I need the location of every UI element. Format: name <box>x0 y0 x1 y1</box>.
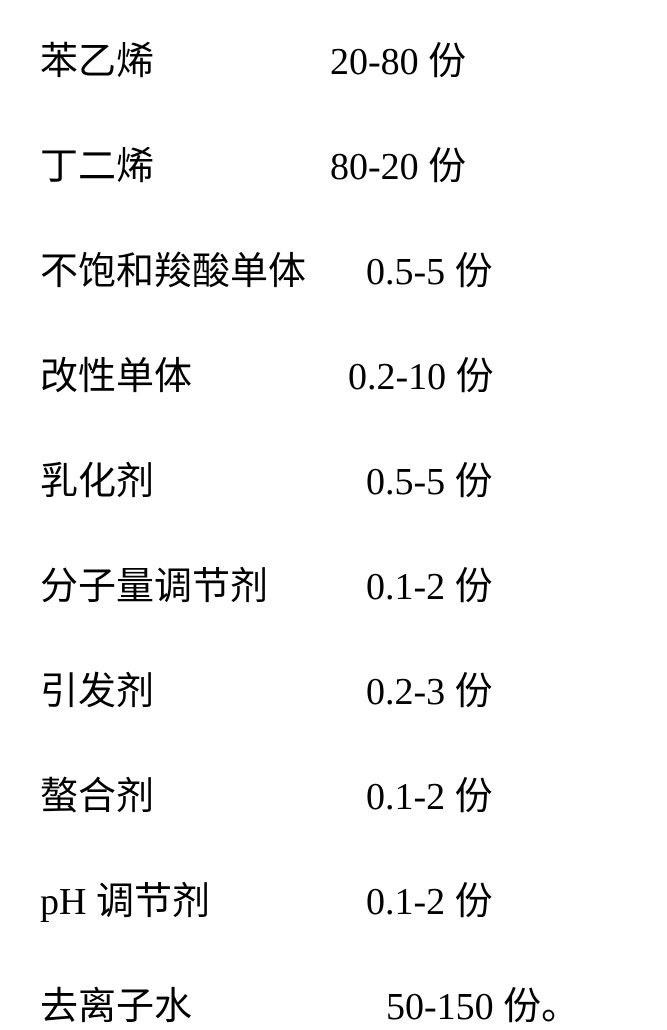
composition-row: 螯合剂 0.1-2 份 <box>40 765 627 820</box>
ingredient-name: 丁二烯 <box>40 135 330 190</box>
composition-row: 不饱和羧酸单体 0.5-5 份 <box>40 240 627 295</box>
ingredient-amount: 0.1-2 份 <box>330 765 493 820</box>
ingredient-amount: 0.5-5 份 <box>330 450 493 505</box>
composition-row: 分子量调节剂 0.1-2 份 <box>40 555 627 610</box>
ingredient-name: 苯乙烯 <box>40 30 330 85</box>
ingredient-amount: 80-20 份 <box>330 135 466 190</box>
composition-row: pH 调节剂 0.1-2 份 <box>40 870 627 925</box>
ingredient-amount: 20-80 份 <box>330 30 466 85</box>
ingredient-name: 乳化剂 <box>40 450 330 505</box>
composition-row: 改性单体 0.2-10 份 <box>40 345 627 400</box>
ingredient-amount: 50-150 份。 <box>330 975 579 1030</box>
composition-list: 苯乙烯 20-80 份 丁二烯 80-20 份 不饱和羧酸单体 0.5-5 份 … <box>40 30 627 1030</box>
ingredient-name: 改性单体 <box>40 345 330 400</box>
ingredient-name: 引发剂 <box>40 660 330 715</box>
composition-row: 乳化剂 0.5-5 份 <box>40 450 627 505</box>
ingredient-amount: 0.2-3 份 <box>330 660 493 715</box>
ingredient-name: 螯合剂 <box>40 765 330 820</box>
composition-row: 引发剂 0.2-3 份 <box>40 660 627 715</box>
ingredient-name: pH 调节剂 <box>40 870 330 925</box>
ingredient-name: 不饱和羧酸单体 <box>40 240 330 295</box>
ingredient-amount: 0.1-2 份 <box>330 555 493 610</box>
ingredient-amount: 0.5-5 份 <box>330 240 493 295</box>
ingredient-amount: 0.1-2 份 <box>330 870 493 925</box>
ingredient-name: 分子量调节剂 <box>40 555 330 610</box>
ingredient-amount: 0.2-10 份 <box>330 345 494 400</box>
composition-row: 去离子水 50-150 份。 <box>40 975 627 1030</box>
composition-row: 苯乙烯 20-80 份 <box>40 30 627 85</box>
composition-row: 丁二烯 80-20 份 <box>40 135 627 190</box>
ingredient-name: 去离子水 <box>40 975 330 1030</box>
